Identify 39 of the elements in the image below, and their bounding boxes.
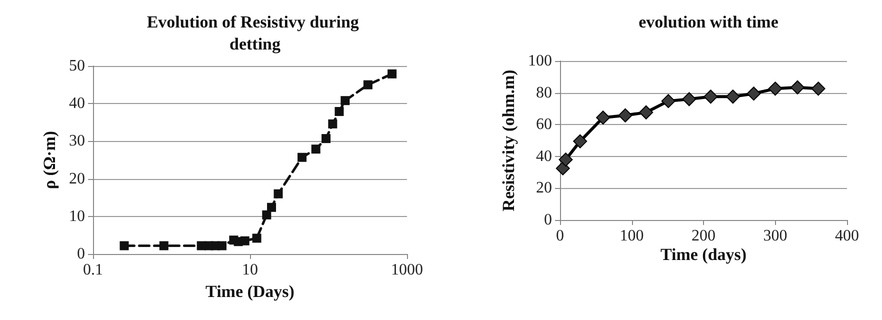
point xyxy=(811,82,826,96)
y-tick-label: 20 xyxy=(69,170,85,188)
chart-title: evolution with time xyxy=(638,12,779,32)
x-axis-title: Time (days) xyxy=(660,245,747,264)
y-tick-label: 20 xyxy=(536,180,552,197)
point xyxy=(768,82,782,96)
point xyxy=(558,152,573,167)
point xyxy=(726,90,740,104)
x-tick-label: 400 xyxy=(835,228,859,244)
point xyxy=(746,86,761,101)
point xyxy=(639,105,654,120)
y-tick-label: 30 xyxy=(69,132,85,150)
y-tick-label: 0 xyxy=(77,246,85,262)
x-tick-label: 200 xyxy=(692,228,716,244)
point xyxy=(618,108,632,122)
x-axis-title: Time (Days) xyxy=(206,282,294,301)
x-tick-label: 100 xyxy=(620,228,644,244)
point xyxy=(573,134,588,148)
point xyxy=(596,110,610,125)
x-tick-label: 10 xyxy=(242,262,258,278)
y-tick-label: 0 xyxy=(544,212,552,228)
point xyxy=(790,80,804,94)
y-tick-label: 80 xyxy=(536,84,552,102)
y-tick-label: 50 xyxy=(69,58,85,74)
x-tick-label: 300 xyxy=(763,228,788,244)
y-tick-label: 10 xyxy=(69,208,85,225)
x-tick-label: 0.1 xyxy=(83,262,103,278)
x-tick-label: 1000 xyxy=(391,262,423,278)
y-tick-label: 40 xyxy=(536,148,552,165)
y-tick-label: 60 xyxy=(536,116,552,134)
y-tick-label: 40 xyxy=(69,95,85,112)
point xyxy=(682,92,696,106)
y-axis-title: ρ (Ω·m) xyxy=(40,130,60,190)
point xyxy=(704,90,718,104)
y-tick-label: 100 xyxy=(528,52,552,70)
chart-title: Evolution of Resistivy during detting xyxy=(146,12,364,54)
x-tick-label: 0 xyxy=(556,228,564,244)
y-axis-title: Resistivity (ohm.m) xyxy=(499,70,518,212)
point xyxy=(661,94,676,108)
